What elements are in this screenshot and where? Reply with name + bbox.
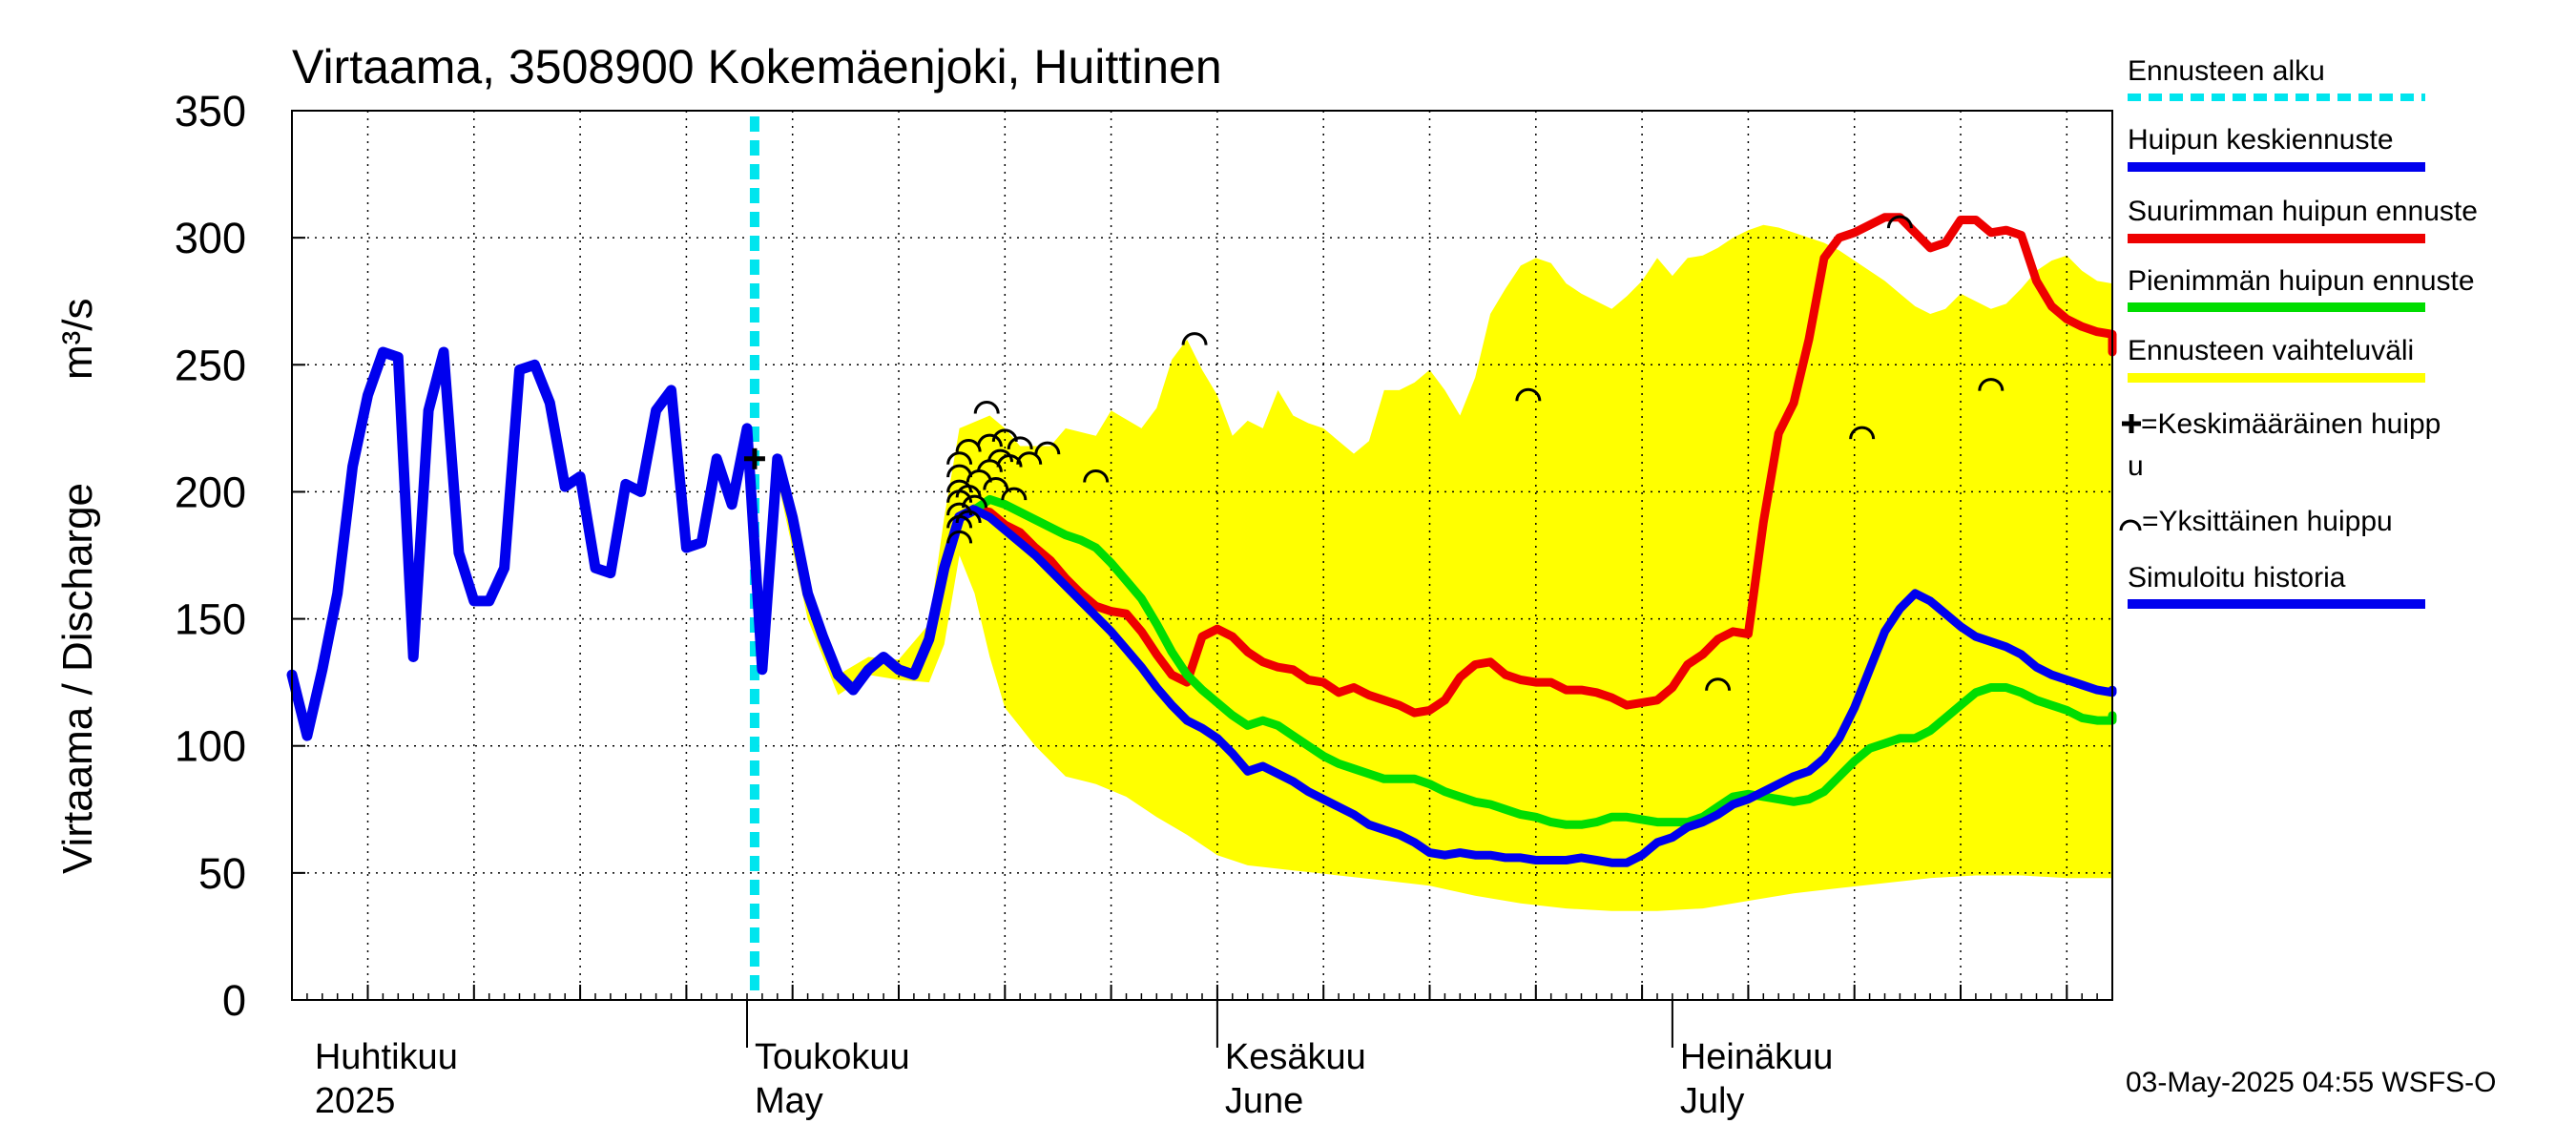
individual-peak-marker [1886,215,1913,229]
forecast-range-band [777,224,2112,911]
individual-peak-marker [976,433,1003,448]
individual-peak-marker [1849,426,1876,440]
month-label-fi: Heinäkuu [1680,1037,1834,1077]
series-mean-peak-forecast [970,505,2117,867]
series-simulated-history [286,346,980,741]
legend-label-min-forecast: Pienimmän huipun ennuste [2128,265,2475,297]
individual-peak-marker [983,476,1009,490]
y-tick-label: 100 [175,722,246,771]
series-layer [286,213,2117,867]
y-tick-label: 250 [175,341,246,389]
legend-label-forecast-start: Ennusteen alku [2128,55,2325,87]
legend-label-history: Simuloitu historia [2128,562,2346,593]
series-min-peak-forecast [970,494,2117,829]
individual-peak-marker [1016,451,1043,465]
legend-label-forecast-range: Ennusteen vaihteluväli [2128,335,2414,366]
month-label-fi: Kesäkuu [1225,1037,1366,1077]
month-label-fi: Toukokuu [755,1037,910,1077]
legend: Ennusteen alku Huipun keskiennuste Suuri… [2119,55,2478,609]
y-tick-label: 50 [198,849,246,898]
series-max-peak-forecast [970,213,2117,718]
month-label-en: May [755,1081,823,1121]
individual-peak-marker [1705,677,1732,691]
mean-peak-marker [743,448,765,469]
individual-peak-marker [946,530,973,544]
individual-peak-marker [996,453,1023,468]
legend-label-max-forecast: Suurimman huipun ennuste [2128,196,2478,227]
y-axis-unit: m³/s [54,298,101,380]
individual-peak-marker [946,479,973,493]
individual-peak-marker [946,464,973,478]
legend-mean-peak-symbol [2122,414,2141,433]
month-label-en: June [1225,1081,1303,1121]
legend-label-mean-peak-wrap: u [2128,450,2144,482]
individual-peak-marker [1007,436,1033,449]
chart-title: Virtaama, 3508900 Kokemäenjoki, Huittine… [292,40,1222,94]
individual-peak-marker [1978,378,2005,391]
month-label-en: July [1680,1081,1745,1121]
plot-area [286,110,2117,1001]
forecast-band-layer [777,224,2112,911]
y-axis: 0 50 100 150 200 250 300 350 [175,87,305,1025]
legend-label-mean-forecast: Huipun keskiennuste [2128,124,2394,156]
y-tick-label: 300 [175,214,246,262]
individual-peak-marker [1083,468,1110,483]
y-tick-label: 350 [175,87,246,135]
individual-peak-marker [955,510,982,524]
y-tick-label: 200 [175,468,246,516]
timestamp: 03-May-2025 04:55 WSFS-O [2126,1067,2497,1098]
y-tick-label: 0 [222,976,246,1025]
individual-peak-marker [987,448,1014,463]
individual-peak-marker [1001,487,1028,501]
individual-peak-marker [946,451,973,465]
y-tick-label: 150 [175,595,246,644]
individual-peak-marker [955,484,982,498]
legend-individual-peak-symbol [2119,519,2142,531]
legend-label-mean-peak: =Keskimääräinen huipp [2141,408,2441,440]
individual-peak-marker [1181,332,1208,345]
peaks-layer [743,215,2005,691]
legend-label-individual-peak: =Yksittäinen huippu [2142,506,2393,537]
individual-peak-marker [955,439,982,452]
individual-peak-marker [1034,441,1061,455]
y-axis-label: Virtaama / Discharge [54,483,101,874]
individual-peak-marker [973,401,1000,414]
month-label-en: 2025 [315,1081,396,1121]
individual-peak-marker [1515,387,1542,402]
individual-peak-marker [962,494,987,509]
month-label-fi: Huhtikuu [315,1037,458,1077]
